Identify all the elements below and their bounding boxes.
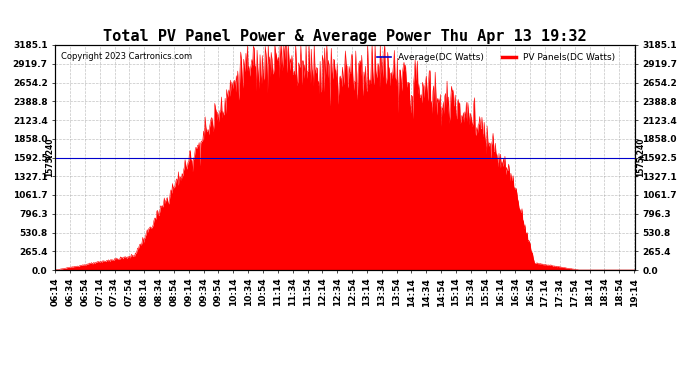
- Title: Total PV Panel Power & Average Power Thu Apr 13 19:32: Total PV Panel Power & Average Power Thu…: [104, 29, 586, 44]
- Text: 1575.240: 1575.240: [636, 138, 645, 177]
- Text: 1575.240: 1575.240: [45, 138, 54, 177]
- Text: Copyright 2023 Cartronics.com: Copyright 2023 Cartronics.com: [61, 52, 192, 61]
- Legend: Average(DC Watts), PV Panels(DC Watts): Average(DC Watts), PV Panels(DC Watts): [374, 50, 619, 66]
